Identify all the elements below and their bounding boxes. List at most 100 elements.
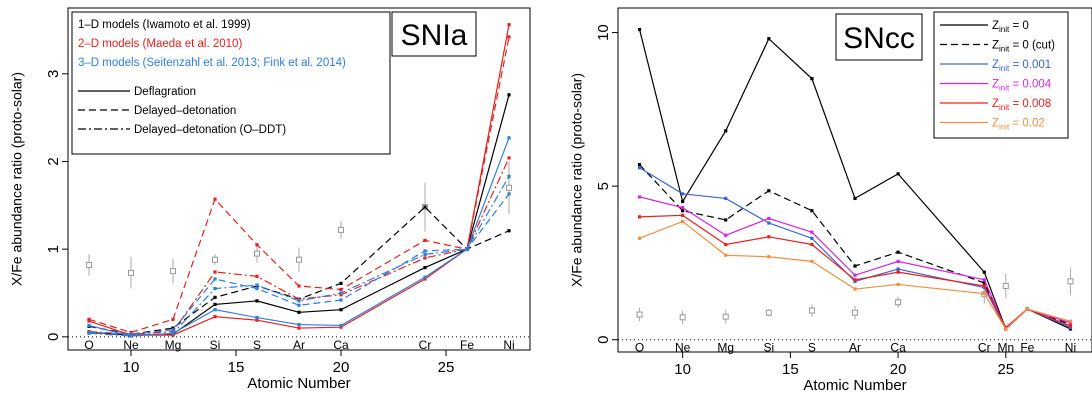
series-point (1068, 319, 1073, 323)
series-point (297, 284, 301, 288)
element-label-cr: Cr (419, 338, 432, 352)
series-point (853, 278, 857, 282)
series-point (982, 281, 986, 285)
series-point (767, 221, 771, 225)
y-axis-label: X/Fe abundance ratio (proto-solar) (9, 72, 25, 286)
series-point (767, 235, 771, 239)
observation-marker (170, 268, 176, 275)
series-point (507, 156, 511, 160)
series-point (810, 77, 814, 81)
series-point (724, 196, 728, 201)
legend-group-label: 2–D models (Maeda et al. 2010) (78, 38, 242, 50)
series-point (507, 23, 511, 27)
legend-group-label: 1–D models (Iwamoto et al. 1999) (78, 19, 251, 31)
x-tick-label: 25 (997, 361, 1014, 378)
y-tick-label: 3 (45, 70, 62, 78)
series-point (297, 326, 301, 330)
observation-point (722, 309, 729, 324)
series-point (339, 298, 343, 302)
series-point (896, 259, 900, 263)
legend-box (933, 11, 1069, 139)
series-point (767, 255, 771, 259)
series-point (507, 136, 511, 140)
observation-marker (1067, 278, 1074, 285)
observation-marker (1002, 282, 1009, 289)
series-point (507, 229, 511, 233)
series-line-3 (88, 36, 510, 334)
legend-style-label: Deflagration (134, 86, 196, 98)
series-point (213, 295, 217, 299)
x-tick-label: 15 (782, 361, 799, 378)
series-point (87, 317, 91, 321)
chart-title: SNIa (401, 19, 468, 52)
legend-style-label: Delayed–detonation (O–DDT) (134, 124, 286, 136)
series-point (724, 218, 728, 222)
series-line-7 (88, 176, 510, 337)
series-point (297, 310, 301, 314)
series-line-6 (88, 193, 510, 335)
series-point (297, 299, 301, 303)
series-point (255, 274, 259, 278)
observation-marker (895, 299, 902, 306)
legend-style-label: Delayed–detonation (134, 105, 236, 117)
y-tick-label: 0 (45, 333, 62, 341)
element-label-ne: Ne (675, 341, 691, 355)
observation-point (296, 247, 302, 272)
series-point (1025, 307, 1029, 311)
series-point (810, 242, 814, 247)
legend-box (71, 11, 391, 155)
title-box (391, 11, 477, 57)
observation-point (1002, 273, 1009, 299)
series-point (129, 334, 133, 338)
element-label-s: S (253, 338, 261, 352)
series-point (853, 287, 857, 291)
observation-point (808, 304, 815, 317)
series-point (423, 205, 427, 209)
legend-entry-label: Zinit = 0.004 (992, 79, 1052, 93)
series-point (810, 236, 814, 240)
series-line-4 (88, 157, 510, 335)
series-point (255, 243, 259, 247)
series-point (637, 166, 642, 170)
plot-frame (67, 7, 531, 351)
series-point (87, 331, 91, 335)
series-point (767, 37, 771, 41)
series-point (896, 282, 900, 287)
series-point (255, 318, 259, 322)
series-point (213, 270, 217, 274)
title-box (835, 13, 923, 61)
series-point (423, 256, 427, 260)
legend: Zinit = 0 Zinit = 0 (cut) Zinit = 0.001 Zin… (933, 11, 1069, 139)
series-point (896, 267, 900, 271)
x-tick-label: 15 (228, 359, 245, 376)
series-point (681, 192, 685, 196)
series-point (255, 299, 259, 303)
observation-point (636, 307, 643, 322)
legend-entry-label: Zinit = 0.001 (992, 59, 1051, 73)
series-point (171, 331, 175, 335)
series-point (213, 308, 217, 312)
series-point (465, 247, 469, 251)
series-point (423, 238, 427, 242)
observation-marker (636, 311, 643, 318)
series-point (637, 163, 642, 167)
observation-marker (852, 309, 858, 316)
observation-point (895, 296, 902, 308)
legend-entry-label: Zinit = 0.008 (992, 98, 1051, 112)
element-label-ni: Ni (503, 338, 514, 352)
legend-group-label: 3–D models (Seitenzahl et al. 2013; Fink… (78, 57, 346, 69)
x-tick-label: 25 (438, 359, 455, 376)
series-point (507, 93, 511, 97)
y-tick-label: 1 (45, 245, 62, 253)
x-axis-label: Atomic Number (803, 377, 906, 394)
series-point (810, 209, 814, 213)
series-point (339, 325, 343, 329)
series-point (339, 323, 343, 328)
series-point (255, 283, 259, 287)
series-line-5 (88, 137, 510, 337)
series-point (171, 333, 175, 337)
series-point (681, 219, 685, 224)
observation-marker (679, 314, 686, 321)
series-point (507, 174, 511, 178)
